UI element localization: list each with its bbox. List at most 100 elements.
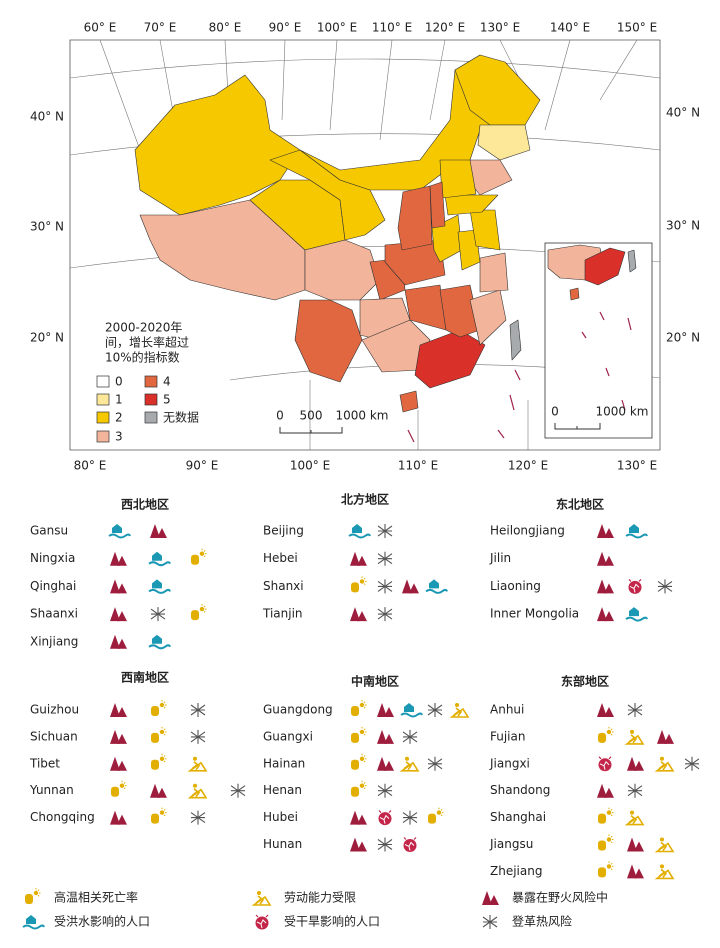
icon-part xyxy=(438,807,444,817)
icon xyxy=(110,756,127,771)
icon xyxy=(627,703,643,717)
province-name: Hainan xyxy=(263,756,305,770)
icon-part xyxy=(357,611,367,622)
icon xyxy=(151,753,167,770)
icon xyxy=(25,888,41,904)
icon-part xyxy=(159,756,165,761)
icon-part xyxy=(119,783,125,788)
icon xyxy=(402,810,418,825)
icon-part xyxy=(599,760,610,770)
icon-part xyxy=(404,703,414,712)
icon xyxy=(624,729,645,745)
icon xyxy=(403,837,417,852)
icon-part xyxy=(359,756,365,761)
legend-label: 2 xyxy=(115,411,123,425)
icon-part xyxy=(597,551,607,566)
province xyxy=(454,54,541,126)
icon-part xyxy=(654,841,675,853)
province xyxy=(294,299,363,383)
icon-part xyxy=(604,555,614,566)
icon xyxy=(187,756,208,772)
province xyxy=(399,390,419,413)
icon-part xyxy=(151,813,159,824)
province xyxy=(569,287,580,301)
icon-part xyxy=(604,528,614,538)
region-panel: 东部地区 Anhui Fujian Jiangxi Shandong Shanghai Ji… xyxy=(489,674,700,880)
island-marks xyxy=(581,311,632,411)
icon xyxy=(22,915,45,930)
icon-part xyxy=(455,703,459,707)
province xyxy=(444,194,499,216)
latitude-label: 30° N xyxy=(666,219,700,233)
icon-part xyxy=(377,579,393,594)
scale-bar xyxy=(554,423,601,430)
icon-part xyxy=(190,810,206,825)
legend-swatch xyxy=(144,393,158,406)
province-name: Qinghai xyxy=(30,579,76,593)
scale-label: 0 xyxy=(276,409,284,423)
icon-part xyxy=(117,555,127,566)
icon-part xyxy=(117,611,127,622)
icon xyxy=(377,607,393,622)
icon xyxy=(598,807,614,824)
icon-part xyxy=(348,533,371,539)
icon-part xyxy=(660,837,664,842)
icon xyxy=(110,703,127,717)
icon-part xyxy=(404,841,415,851)
icon-part xyxy=(377,607,393,622)
icon xyxy=(627,783,643,798)
longitude-label: 80° E xyxy=(74,459,107,473)
icon-part xyxy=(654,868,675,880)
icon xyxy=(657,729,674,744)
icon xyxy=(191,548,207,565)
icon-part xyxy=(22,924,45,930)
icon-part xyxy=(660,756,664,761)
province-name: Hunan xyxy=(263,837,302,851)
icon-part xyxy=(604,787,614,798)
icon-part xyxy=(608,834,614,844)
icon xyxy=(255,914,269,930)
icon xyxy=(110,634,127,649)
province xyxy=(584,247,626,286)
icon xyxy=(377,729,394,744)
icon xyxy=(108,524,131,539)
longitude-label: 90° E xyxy=(186,459,219,473)
icon xyxy=(377,579,393,594)
icon-part xyxy=(597,579,607,594)
icon xyxy=(628,578,642,594)
icon-part xyxy=(110,703,120,717)
icon-part xyxy=(148,588,171,594)
longitude-label: 60° E xyxy=(84,21,117,35)
icon-legend-label: 受干旱影响的人口 xyxy=(284,914,380,929)
icon xyxy=(351,576,367,593)
scale-bar xyxy=(279,427,343,434)
icon xyxy=(377,703,394,717)
icon-part xyxy=(634,868,644,879)
icon-part xyxy=(110,756,120,771)
longitude-label: 130° E xyxy=(617,459,657,473)
legend-title: 间，增长率超过 xyxy=(105,335,189,350)
icon-part xyxy=(230,783,246,798)
icon-part xyxy=(428,813,436,824)
icon-part xyxy=(26,915,36,924)
icon-part xyxy=(379,814,390,824)
icon-part xyxy=(159,810,165,815)
province xyxy=(509,319,522,361)
region-panel: 东北地区 Heilongjiang Jilin Liaoning Inner Mongo… xyxy=(489,497,673,622)
icon xyxy=(598,756,612,772)
icon xyxy=(427,756,443,771)
icon xyxy=(624,810,645,826)
icon xyxy=(399,756,420,772)
icon xyxy=(597,524,614,538)
icon-part xyxy=(152,579,162,589)
icon-part xyxy=(148,561,171,567)
icon-part xyxy=(255,914,269,918)
icon xyxy=(190,729,206,744)
icon xyxy=(377,551,393,566)
latitude-label: 30° N xyxy=(30,220,64,234)
icon xyxy=(654,756,675,772)
region-panel: 北方地区 Beijing Hebei Shanxi Tianjin xyxy=(262,492,448,622)
legend-label: 1 xyxy=(115,393,123,407)
longitude-label: 150° E xyxy=(617,21,657,35)
province-name: Guangxi xyxy=(263,729,313,743)
